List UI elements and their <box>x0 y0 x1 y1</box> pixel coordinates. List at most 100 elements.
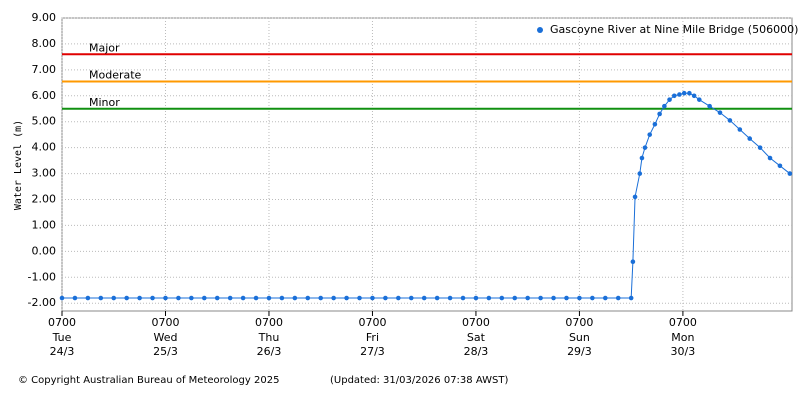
data-point <box>305 295 311 301</box>
data-point <box>396 295 401 301</box>
x-tick-label: 0700 <box>358 316 386 329</box>
data-point <box>681 90 687 96</box>
data-point <box>318 295 324 301</box>
data-point <box>201 295 207 301</box>
data-point <box>787 171 793 176</box>
data-point <box>757 145 763 150</box>
data-point <box>637 171 643 176</box>
data-point <box>137 295 142 301</box>
data-point <box>344 295 349 301</box>
data-point <box>687 90 692 96</box>
data-point <box>628 295 634 301</box>
data-point <box>657 111 662 117</box>
data-point <box>434 295 440 301</box>
x-tick-day: Wed <box>153 331 177 344</box>
data-point <box>111 295 117 301</box>
updated: (Updated: 31/03/2026 07:38 AWST) <box>330 375 508 386</box>
series-line <box>62 92 791 299</box>
data-point <box>59 295 65 301</box>
x-tick-date: 25/3 <box>153 345 178 358</box>
x-tick-day: Sat <box>467 331 486 344</box>
data-point <box>447 295 453 301</box>
data-point <box>577 295 582 301</box>
data-point <box>691 93 697 99</box>
data-point <box>460 295 466 301</box>
data-point <box>408 295 414 301</box>
x-tick-label: 0700 <box>565 316 593 329</box>
data-point <box>150 295 155 301</box>
threshold-label: Minor <box>89 96 120 109</box>
y-tick-label: -1.00 <box>28 270 56 283</box>
x-tick-day: Tue <box>52 331 72 344</box>
data-point <box>124 295 129 301</box>
data-point <box>652 122 658 127</box>
data-point <box>777 163 783 169</box>
threshold-label: Moderate <box>89 69 142 82</box>
data-point <box>727 118 733 123</box>
data-point <box>632 194 638 200</box>
threshold-label: Major <box>89 41 120 54</box>
y-tick-label: 9.00 <box>32 11 57 24</box>
x-tick-date: 29/3 <box>567 345 592 358</box>
data-point <box>214 295 220 301</box>
x-tick-label: 0700 <box>462 316 490 329</box>
data-point <box>176 295 181 301</box>
y-tick-label: 5.00 <box>32 115 57 128</box>
x-tick-label: 0700 <box>48 316 76 329</box>
x-tick-date: 30/3 <box>671 345 696 358</box>
data-point <box>671 93 677 99</box>
data-point <box>707 103 712 109</box>
y-tick-label: 8.00 <box>32 37 57 50</box>
y-tick-label: 2.00 <box>32 193 57 206</box>
data-point <box>747 136 753 141</box>
data-point <box>499 295 505 301</box>
plot-area <box>61 17 793 312</box>
legend-marker <box>537 27 543 33</box>
data-point <box>486 295 492 301</box>
data-point <box>551 295 556 301</box>
copyright: © Copyright Australian Bureau of Meteoro… <box>18 375 279 386</box>
data-point <box>85 295 91 301</box>
data-point <box>737 127 743 132</box>
x-tick-label: 0700 <box>151 316 179 329</box>
data-point <box>266 295 272 301</box>
x-tick-day: Mon <box>671 331 694 344</box>
data-point <box>642 145 648 150</box>
y-tick-label: 3.00 <box>32 167 57 180</box>
data-point <box>279 295 285 301</box>
data-point <box>615 295 621 301</box>
data-point <box>72 295 78 301</box>
data-point <box>331 295 336 301</box>
x-tick-day: Sun <box>569 331 590 344</box>
data-point <box>662 103 667 109</box>
data-point <box>163 295 168 301</box>
x-tick-date: 26/3 <box>257 345 282 358</box>
x-tick-label: 0700 <box>669 316 697 329</box>
y-tick-label: -2.00 <box>28 296 56 309</box>
data-point <box>370 295 375 301</box>
y-tick-label: 0.00 <box>32 244 57 257</box>
x-tick-day: Thu <box>258 331 280 344</box>
data-point <box>292 295 298 301</box>
data-point <box>525 295 530 301</box>
y-tick-label: 7.00 <box>32 63 57 76</box>
x-tick-day: Fri <box>366 331 379 344</box>
legend-label: Gascoyne River at Nine Mile Bridge (5060… <box>550 23 798 36</box>
data-point <box>240 295 246 301</box>
x-tick-label: 0700 <box>255 316 283 329</box>
y-tick-label: 1.00 <box>32 218 57 231</box>
data-point <box>602 295 608 301</box>
data-point <box>227 295 233 301</box>
y-tick-label: 6.00 <box>32 89 57 102</box>
data-point <box>639 155 645 161</box>
data-point <box>630 259 636 265</box>
data-point <box>473 295 479 301</box>
y-axis-label: Water Level (m) <box>13 120 24 210</box>
data-point <box>98 295 104 301</box>
data-point <box>717 110 723 115</box>
data-point <box>189 295 194 301</box>
data-point <box>538 295 543 301</box>
data-point <box>647 132 653 137</box>
x-tick-date: 27/3 <box>360 345 385 358</box>
